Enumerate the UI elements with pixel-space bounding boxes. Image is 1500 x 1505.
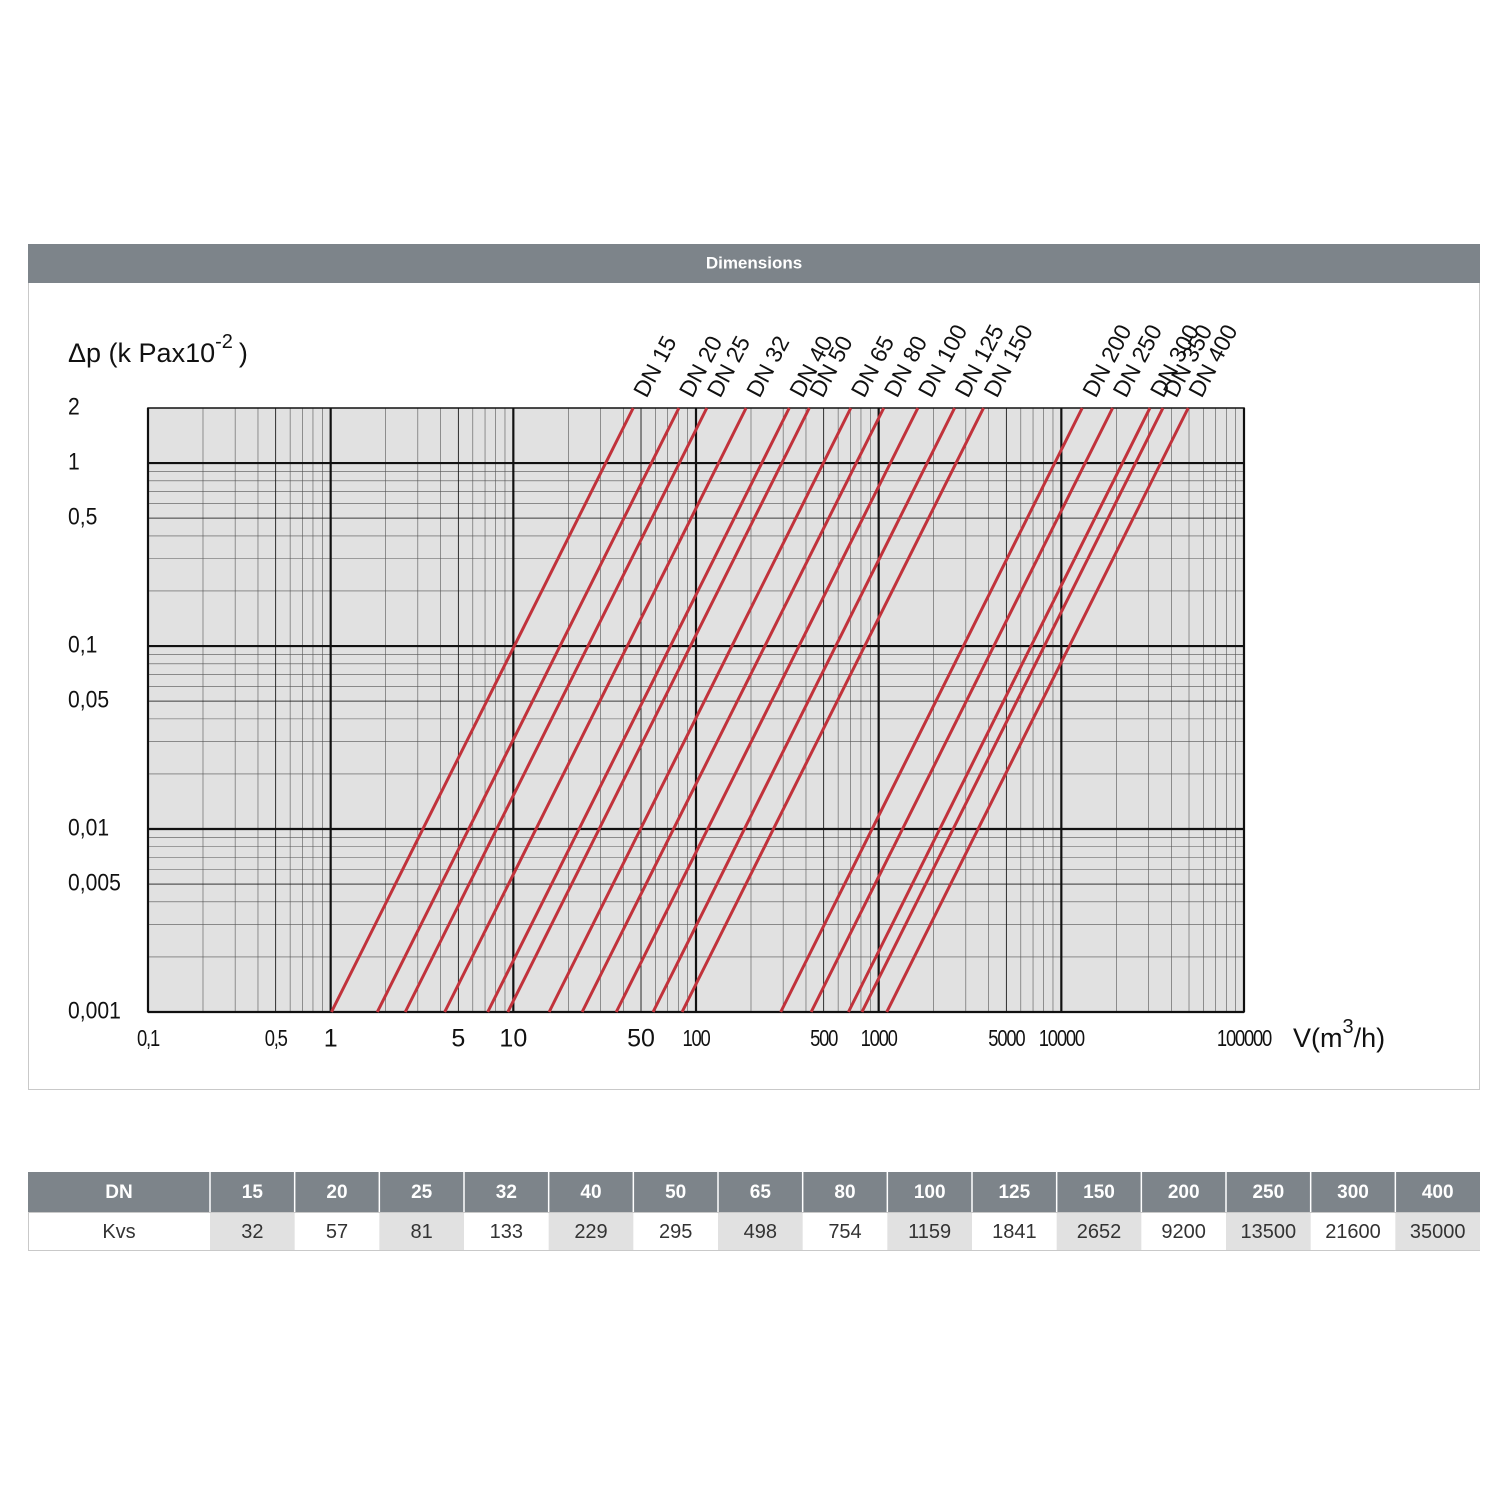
header-bar xyxy=(28,244,1480,283)
y-tick-label: 0,05 xyxy=(68,686,109,713)
x-tick-label: 50 xyxy=(627,1025,655,1053)
series-line xyxy=(403,407,709,1013)
table-header-cell: 40 xyxy=(580,1182,601,1203)
table-cell: 229 xyxy=(574,1221,607,1243)
x-label-sup: 3 xyxy=(1343,1016,1354,1038)
x-label-main: V(m xyxy=(1293,1023,1343,1053)
series-line xyxy=(547,407,853,1013)
table-cell: Kvs xyxy=(102,1221,135,1243)
table-cell-shade xyxy=(1056,1213,1142,1250)
table-cell: 13500 xyxy=(1241,1221,1297,1243)
y-label-sup: -2 xyxy=(215,331,233,353)
header-title: Dimensions xyxy=(706,253,802,272)
table-cell: 498 xyxy=(744,1221,777,1243)
table-header-cell: DN xyxy=(105,1182,132,1203)
table-cell-shade xyxy=(1226,1213,1311,1250)
series-line xyxy=(651,407,956,1013)
table-cell: 2652 xyxy=(1077,1221,1122,1243)
table-cell-shade xyxy=(548,1213,634,1250)
plot-border xyxy=(147,407,1245,1013)
x-tick-label: 5 xyxy=(451,1025,465,1053)
y-label-end: ) xyxy=(239,338,248,368)
x-tick-label: 10000 xyxy=(1039,1026,1085,1051)
table-cell: 1159 xyxy=(908,1221,951,1243)
table-cell-shade xyxy=(718,1213,803,1250)
y-tick-label: 1 xyxy=(68,448,80,475)
x-tick-label: 5000 xyxy=(988,1026,1025,1051)
series-line xyxy=(680,407,985,1013)
table-cell: 35000 xyxy=(1410,1221,1466,1243)
y-tick-label: 0,001 xyxy=(68,997,121,1024)
table-header-cell: 400 xyxy=(1422,1182,1454,1203)
table-cell: 295 xyxy=(659,1221,692,1243)
y-tick-label: 0,1 xyxy=(68,631,97,658)
series-line xyxy=(779,407,1084,1013)
table-cell: 754 xyxy=(828,1221,861,1243)
series-line xyxy=(847,407,1152,1013)
y-axis-label: Δp (k Pax10-2) xyxy=(68,331,248,368)
series-line xyxy=(860,407,1165,1013)
table-header-cell: 15 xyxy=(242,1182,264,1203)
table-header-cell: 250 xyxy=(1252,1182,1284,1203)
table-cell: 1841 xyxy=(992,1221,1037,1243)
y-tick-label: 0,5 xyxy=(68,503,97,530)
series-line xyxy=(486,407,791,1013)
table-cell-shade xyxy=(379,1213,464,1250)
y-tick-label: 0,005 xyxy=(68,869,121,896)
x-tick-label: 500 xyxy=(810,1026,838,1051)
series-line xyxy=(580,407,886,1013)
x-label-end: /h) xyxy=(1354,1023,1386,1053)
table-cell-shade xyxy=(1395,1213,1480,1250)
table-header-cell: 20 xyxy=(326,1182,347,1203)
series-line xyxy=(885,407,1190,1013)
x-tick-label: 1000 xyxy=(861,1026,898,1051)
series-line xyxy=(506,407,811,1013)
x-tick-label: 0,5 xyxy=(265,1026,288,1051)
table-cell: 21600 xyxy=(1325,1221,1381,1243)
table-header-cell: 300 xyxy=(1337,1182,1369,1203)
table-cell: 32 xyxy=(241,1221,263,1243)
kvs-table: DN 15 20 25 32 40 50 65 80 100 125 150 200 250 300 400 K… xyxy=(28,1172,1480,1251)
table-header-cell: 25 xyxy=(411,1182,433,1203)
table-header-cell: 100 xyxy=(914,1182,946,1203)
table-cell-shade xyxy=(887,1213,972,1250)
table-cell: 9200 xyxy=(1161,1221,1206,1243)
series-line xyxy=(809,407,1114,1013)
series-line xyxy=(330,407,635,1013)
y-tick-label: 2 xyxy=(68,393,80,420)
table-header-cell: 32 xyxy=(496,1182,517,1203)
table-header-cell: 150 xyxy=(1083,1182,1115,1203)
x-axis-label: V(m3/h) xyxy=(1293,1016,1385,1053)
series-line xyxy=(375,407,681,1013)
x-tick-label: 1 xyxy=(324,1025,338,1053)
x-tick-label: 100 xyxy=(682,1026,710,1051)
table-header-cell: 200 xyxy=(1168,1182,1200,1203)
table-header-cell: 50 xyxy=(665,1182,686,1203)
x-tick-label: 10 xyxy=(499,1025,527,1053)
y-label-main: Δp (k Pax10 xyxy=(68,338,215,368)
x-tick-label: 0,1 xyxy=(137,1026,160,1051)
series-line xyxy=(443,407,748,1013)
table-header-cell: 80 xyxy=(834,1182,855,1203)
table-cell: 81 xyxy=(411,1221,433,1243)
table-cell: 57 xyxy=(326,1221,348,1243)
table-header-cell: 65 xyxy=(750,1182,772,1203)
x-tick-label: 100000 xyxy=(1217,1026,1272,1051)
table-header-cell: 125 xyxy=(998,1182,1030,1203)
table-cell: 133 xyxy=(490,1221,523,1243)
grid xyxy=(146,407,1246,1014)
series-line xyxy=(614,407,920,1013)
table-cell-shade xyxy=(210,1213,295,1250)
y-tick-label: 0,01 xyxy=(68,814,109,841)
table-header-bg xyxy=(28,1172,1480,1212)
